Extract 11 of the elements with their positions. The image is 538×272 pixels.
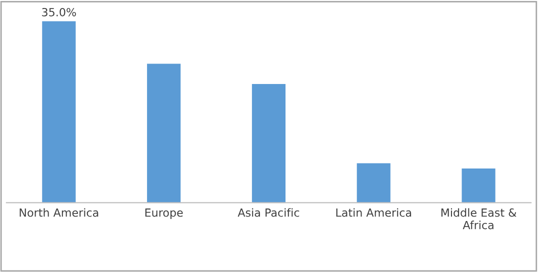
x-tick-label: North America — [20, 208, 98, 217]
x-tick-label: Middle East & Africa — [441, 208, 516, 230]
bar — [356, 163, 390, 203]
bar — [147, 64, 181, 203]
x-tick-label: Latin America — [336, 208, 412, 217]
x-tick-label: Europe — [145, 208, 183, 219]
bar — [462, 168, 496, 203]
data-label: 35.0% — [42, 8, 76, 16]
x-tick-label: Asia Pacific — [238, 208, 300, 217]
bar — [42, 21, 76, 203]
bar — [252, 84, 286, 203]
